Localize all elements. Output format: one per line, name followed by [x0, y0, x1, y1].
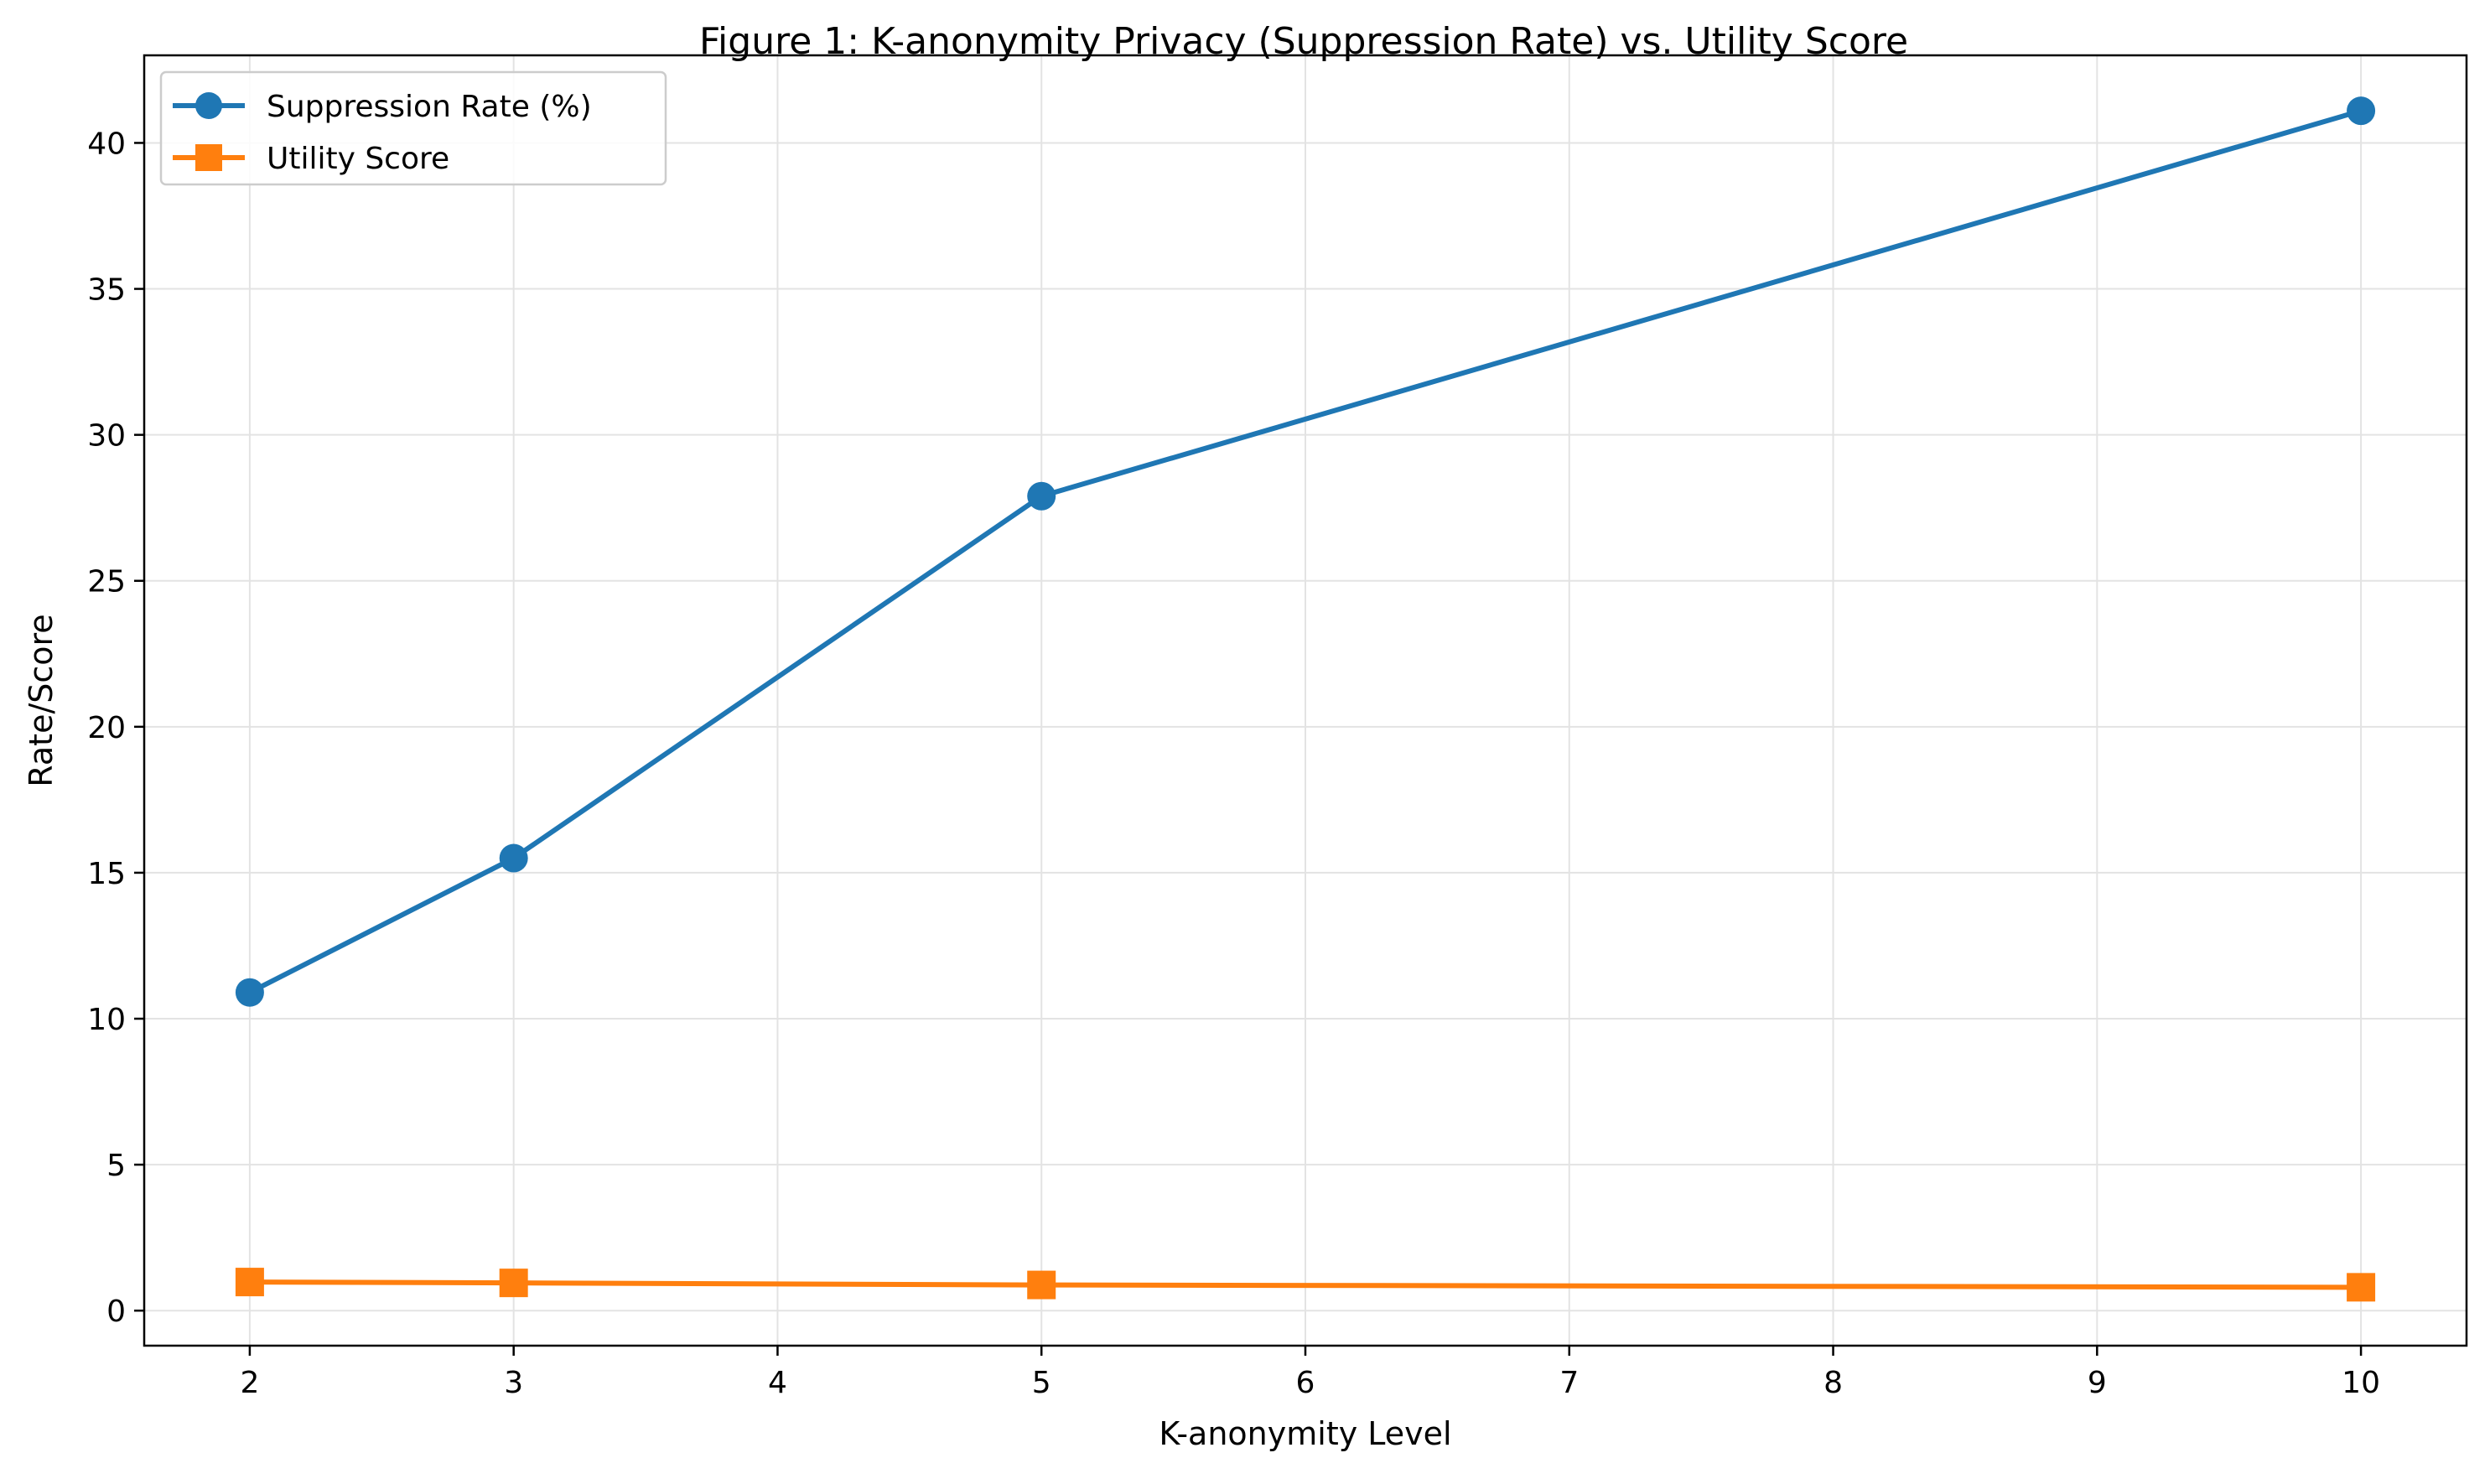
series-line-1 — [246, 1279, 2364, 1290]
y-tick-label: 35 — [87, 273, 126, 308]
y-axis-label: Rate/Score — [23, 614, 60, 786]
series-1-point — [235, 1268, 264, 1297]
axis-ticks: 2 3 4 5 6 7 8 9 10 0 5 10 15 20 25 30 35 40 — [87, 127, 2380, 1400]
x-tick-label: 3 — [504, 1366, 523, 1400]
x-tick-label: 4 — [768, 1366, 787, 1400]
legend-label-1: Utility Score — [267, 142, 449, 176]
x-tick-label: 9 — [2088, 1366, 2107, 1400]
x-tick-label: 2 — [240, 1366, 259, 1400]
series-1-point — [499, 1269, 528, 1298]
x-axis-label: K-anonymity Level — [1159, 1415, 1451, 1452]
legend-marker-0 — [195, 92, 222, 119]
x-tick-label: 7 — [1559, 1366, 1579, 1400]
x-tick-label: 8 — [1823, 1366, 1843, 1400]
y-tick-label: 10 — [87, 1003, 126, 1037]
y-tick-label: 15 — [87, 857, 126, 891]
x-tick-label: 10 — [2342, 1366, 2380, 1400]
series-1-point — [2347, 1273, 2376, 1302]
y-tick-label: 30 — [87, 419, 126, 454]
y-tick-label: 25 — [87, 565, 126, 599]
y-tick-label: 40 — [87, 127, 126, 161]
series-1-point — [1027, 1270, 1056, 1300]
legend: Suppression Rate (%) Utility Score — [159, 70, 667, 186]
series-0-point — [499, 843, 528, 873]
series-line-0 — [246, 108, 2364, 995]
y-tick-label: 5 — [106, 1149, 126, 1183]
series-0-point — [235, 978, 264, 1007]
y-tick-label: 20 — [87, 711, 126, 745]
plot-series — [235, 96, 2376, 1302]
series-0-point — [1027, 481, 1056, 511]
series-0-point — [2347, 96, 2376, 126]
grid — [144, 55, 2467, 1346]
x-tick-label: 6 — [1296, 1366, 1315, 1400]
legend-marker-1 — [195, 144, 222, 171]
legend-box — [159, 70, 667, 186]
x-tick-label: 5 — [1032, 1366, 1051, 1400]
legend-label-0: Suppression Rate (%) — [267, 90, 592, 124]
chart-title: Figure 1: K-anonymity Privacy (Suppressi… — [699, 20, 1908, 63]
y-tick-label: 0 — [106, 1295, 126, 1329]
